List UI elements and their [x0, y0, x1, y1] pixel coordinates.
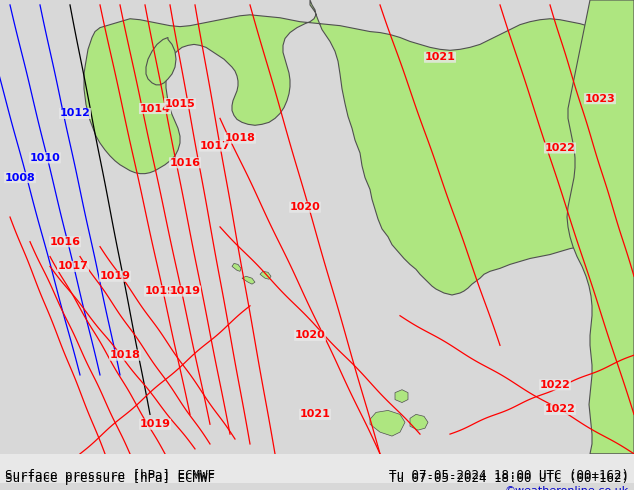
Polygon shape [146, 38, 176, 85]
Text: 1020: 1020 [295, 330, 325, 341]
Text: 1016: 1016 [49, 237, 81, 246]
Text: 1019: 1019 [100, 271, 131, 281]
Text: 1022: 1022 [545, 143, 576, 153]
Text: Tu 07-05-2024 18:00 UTC (00+162): Tu 07-05-2024 18:00 UTC (00+162) [389, 469, 629, 482]
Polygon shape [567, 0, 634, 454]
Polygon shape [260, 271, 271, 279]
Polygon shape [370, 411, 405, 436]
Text: 1010: 1010 [30, 153, 60, 163]
Text: Surface pressure [hPa] ECMWF: Surface pressure [hPa] ECMWF [5, 469, 215, 482]
Text: 1017: 1017 [58, 261, 88, 271]
Text: Tu 07-05-2024 18:00 UTC (00+162): Tu 07-05-2024 18:00 UTC (00+162) [389, 471, 629, 485]
Text: 1014: 1014 [139, 103, 171, 114]
Bar [0, 454, 634, 484]
Text: 1019: 1019 [145, 286, 176, 296]
Polygon shape [242, 276, 255, 284]
Text: 1018: 1018 [110, 350, 141, 360]
Text: 1023: 1023 [585, 94, 616, 104]
Text: Surface pressure [hPa] ECMWF: Surface pressure [hPa] ECMWF [5, 471, 215, 485]
Polygon shape [84, 0, 634, 295]
Text: 1022: 1022 [545, 404, 576, 415]
Text: 1019: 1019 [139, 419, 171, 429]
Text: 1020: 1020 [290, 202, 320, 212]
Text: ©weatheronline.co.uk: ©weatheronline.co.uk [505, 486, 629, 490]
Text: 1021: 1021 [425, 52, 455, 62]
Polygon shape [232, 264, 241, 271]
Polygon shape [410, 415, 428, 430]
Text: 1022: 1022 [540, 380, 571, 390]
Text: 1008: 1008 [4, 172, 36, 183]
Text: 1012: 1012 [60, 108, 91, 119]
Text: 1018: 1018 [224, 133, 256, 143]
Text: 1016: 1016 [169, 158, 200, 168]
Text: 1019: 1019 [169, 286, 200, 296]
Polygon shape [395, 390, 408, 402]
Text: 1015: 1015 [165, 98, 195, 109]
Text: 1021: 1021 [299, 409, 330, 419]
Text: 1017: 1017 [200, 141, 230, 151]
